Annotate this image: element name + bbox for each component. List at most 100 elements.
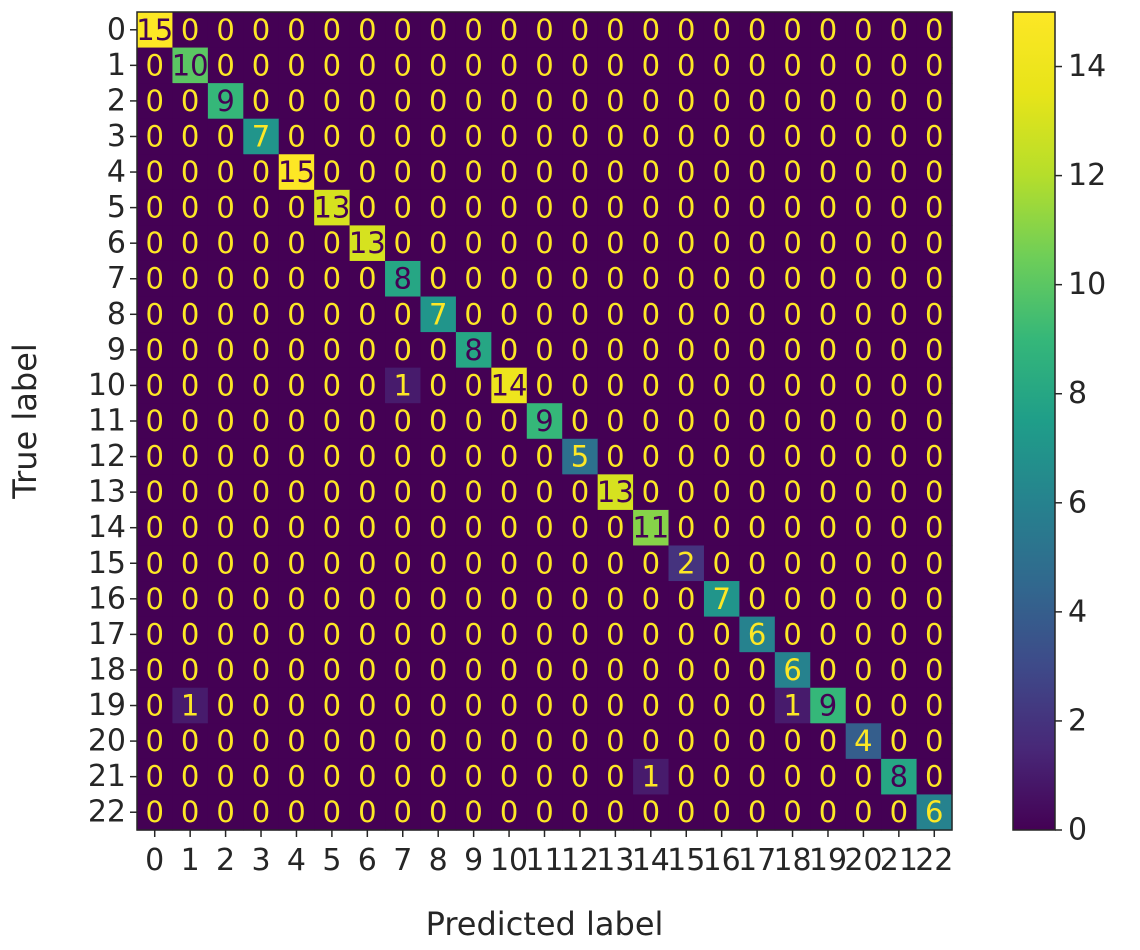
matrix-cell	[597, 438, 634, 475]
matrix-cell-value: 0	[819, 333, 837, 367]
matrix-cell-value: 0	[216, 226, 234, 260]
matrix-cell-value: 0	[819, 617, 837, 651]
matrix-cell-value: 0	[571, 119, 589, 153]
matrix-cell-value: 0	[535, 511, 553, 545]
matrix-cell-value: 0	[394, 440, 412, 474]
matrix-cell	[137, 332, 174, 369]
matrix-cell-value: 0	[500, 795, 518, 829]
matrix-cell-value: 0	[748, 440, 766, 474]
matrix-cell-value: 8	[394, 262, 412, 296]
matrix-cell	[810, 723, 847, 760]
matrix-cell-value: 0	[181, 475, 199, 509]
matrix-cell-value: 0	[606, 368, 624, 402]
matrix-cell-value: 0	[323, 689, 341, 723]
matrix-cell	[526, 474, 563, 511]
matrix-cell	[349, 438, 386, 475]
matrix-cell	[314, 154, 351, 191]
matrix-cell-value: 0	[323, 475, 341, 509]
matrix-cell	[810, 509, 847, 547]
matrix-cell	[420, 509, 457, 547]
matrix-cell-value: 0	[394, 333, 412, 367]
matrix-cell	[207, 474, 244, 511]
matrix-cell-value: 0	[748, 582, 766, 616]
matrix-cell-value: 0	[181, 226, 199, 260]
matrix-cell	[207, 225, 244, 262]
matrix-cell	[703, 758, 740, 796]
matrix-cell	[314, 12, 351, 49]
matrix-cell	[703, 225, 740, 262]
matrix-cell	[916, 474, 953, 511]
matrix-cell	[349, 545, 386, 582]
matrix-cell	[243, 403, 280, 440]
matrix-cell	[739, 758, 776, 796]
matrix-cell	[597, 758, 634, 796]
matrix-cell-value: 0	[890, 440, 908, 474]
matrix-cell	[739, 189, 776, 226]
matrix-cell	[881, 474, 918, 511]
matrix-cell	[668, 189, 705, 226]
matrix-cell-value: 0	[358, 475, 376, 509]
matrix-cell	[881, 687, 918, 724]
matrix-cell	[739, 652, 776, 689]
matrix-cell	[633, 723, 670, 760]
matrix-cell-value: 0	[429, 333, 447, 367]
matrix-cell	[385, 403, 422, 440]
matrix-cell-value: 0	[890, 48, 908, 82]
matrix-cell-value: 0	[677, 795, 695, 829]
matrix-cell	[385, 118, 422, 155]
matrix-cell-value: 0	[642, 404, 660, 438]
matrix-cell-value: 0	[571, 546, 589, 580]
matrix-cell-value: 0	[854, 191, 872, 225]
matrix-cell-value: 0	[535, 582, 553, 616]
matrix-cell	[703, 83, 740, 120]
matrix-cell	[881, 403, 918, 440]
matrix-cell	[349, 581, 386, 618]
matrix-cell	[774, 225, 811, 262]
matrix-cell-value: 0	[464, 262, 482, 296]
matrix-cell-value: 0	[181, 262, 199, 296]
matrix-cell	[633, 687, 670, 724]
matrix-cell	[314, 616, 351, 653]
matrix-cell	[633, 438, 670, 475]
matrix-cell-value: 0	[677, 760, 695, 794]
matrix-cell	[243, 438, 280, 475]
matrix-cell	[455, 509, 492, 547]
matrix-cell-value: 0	[287, 226, 305, 260]
matrix-cell	[881, 154, 918, 191]
matrix-cell	[526, 794, 563, 831]
matrix-cell	[562, 652, 599, 689]
matrix-cell-value: 0	[181, 297, 199, 331]
matrix-cell-value: 0	[181, 191, 199, 225]
matrix-cell	[455, 83, 492, 120]
matrix-cell	[881, 260, 918, 298]
matrix-cell-value: 0	[783, 48, 801, 82]
matrix-cell-value: 0	[677, 191, 695, 225]
matrix-cell	[845, 296, 882, 333]
matrix-cell-value: 0	[677, 653, 695, 687]
matrix-cell	[314, 225, 351, 262]
y-tick-label: 21	[88, 759, 126, 794]
matrix-cell	[703, 581, 740, 618]
matrix-cell-value: 0	[890, 404, 908, 438]
matrix-cell	[278, 332, 315, 369]
matrix-cell	[349, 83, 386, 120]
matrix-cell-value: 0	[677, 13, 695, 47]
matrix-cell	[810, 47, 847, 84]
matrix-cell-value: 0	[464, 297, 482, 331]
matrix-cell-value: 0	[145, 333, 163, 367]
matrix-cell	[916, 225, 953, 262]
matrix-cell-value: 0	[854, 297, 872, 331]
matrix-cell	[597, 83, 634, 120]
matrix-cell-value: 6	[783, 653, 801, 687]
matrix-cell-value: 0	[606, 333, 624, 367]
matrix-cell	[349, 154, 386, 191]
matrix-cell	[526, 47, 563, 84]
matrix-cell-value: 0	[287, 617, 305, 651]
matrix-cell-value: 0	[854, 475, 872, 509]
matrix-cell-value: 0	[535, 13, 553, 47]
matrix-cell	[703, 723, 740, 760]
matrix-cell	[172, 581, 209, 618]
matrix-cell	[633, 403, 670, 440]
matrix-cell	[739, 581, 776, 618]
matrix-cell	[314, 794, 351, 831]
